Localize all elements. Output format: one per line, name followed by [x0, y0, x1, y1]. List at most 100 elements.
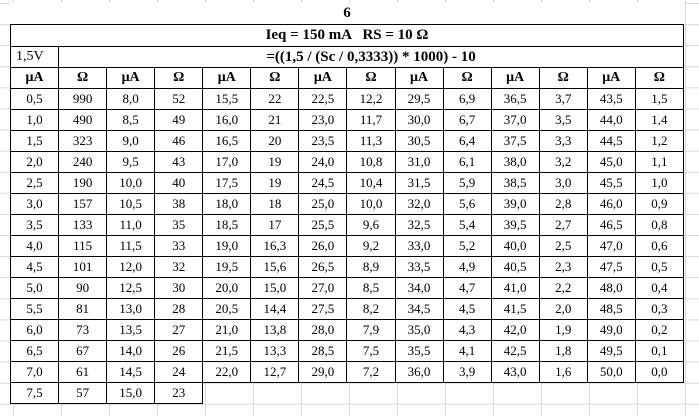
data-cell[interactable]: 22: [250, 88, 300, 110]
data-cell[interactable]: 19,5: [202, 256, 252, 278]
data-cell[interactable]: 5,5: [9, 298, 60, 320]
column-header-cell[interactable]: μA: [106, 67, 156, 89]
data-cell[interactable]: 43: [154, 151, 204, 173]
data-cell[interactable]: 21,5: [202, 340, 252, 362]
data-cell[interactable]: 12,2: [346, 88, 396, 110]
data-cell[interactable]: 2,8: [538, 193, 588, 215]
parameters-cell[interactable]: Ieq = 150 mA RS = 10 Ω: [10, 24, 684, 47]
data-cell[interactable]: 490: [58, 109, 108, 131]
data-cell[interactable]: 6,4: [442, 130, 492, 152]
column-header-cell[interactable]: Ω: [154, 67, 204, 89]
data-cell[interactable]: 36,0: [394, 361, 444, 383]
data-cell[interactable]: 28,5: [298, 340, 348, 362]
data-cell[interactable]: 49,0: [586, 319, 636, 341]
data-cell[interactable]: 47,5: [586, 256, 636, 278]
data-cell[interactable]: 38,0: [490, 151, 540, 173]
data-cell[interactable]: 38: [154, 193, 204, 215]
data-cell[interactable]: 0,9: [634, 193, 685, 215]
data-cell[interactable]: 4,3: [442, 319, 492, 341]
data-cell[interactable]: 15,0: [106, 382, 156, 404]
data-cell[interactable]: 3,5: [9, 214, 60, 236]
data-cell[interactable]: 13,8: [250, 319, 300, 341]
data-cell[interactable]: 16,5: [202, 130, 252, 152]
data-cell[interactable]: 0,8: [634, 214, 685, 236]
data-cell[interactable]: 3,0: [538, 172, 588, 194]
data-cell[interactable]: 81: [58, 298, 108, 320]
data-cell[interactable]: 18,5: [202, 214, 252, 236]
data-cell[interactable]: 42,5: [490, 340, 540, 362]
data-cell[interactable]: 49,5: [586, 340, 636, 362]
data-cell[interactable]: 28,0: [298, 319, 348, 341]
data-cell[interactable]: 40,0: [490, 235, 540, 257]
data-cell[interactable]: 5,2: [442, 235, 492, 257]
data-cell[interactable]: 18,0: [202, 193, 252, 215]
data-cell[interactable]: 40,5: [490, 256, 540, 278]
data-cell[interactable]: 48,5: [586, 298, 636, 320]
data-cell[interactable]: 17,5: [202, 172, 252, 194]
data-cell[interactable]: 32: [154, 256, 204, 278]
data-cell[interactable]: 7,9: [346, 319, 396, 341]
data-cell[interactable]: 13,5: [106, 319, 156, 341]
data-cell[interactable]: 29,0: [298, 361, 348, 383]
data-cell[interactable]: 26,5: [298, 256, 348, 278]
data-cell[interactable]: 0,4: [634, 277, 685, 299]
data-cell[interactable]: 14,5: [106, 361, 156, 383]
data-cell[interactable]: 90: [58, 277, 108, 299]
data-cell[interactable]: 13,3: [250, 340, 300, 362]
data-cell[interactable]: 46: [154, 130, 204, 152]
data-cell[interactable]: 44,5: [586, 130, 636, 152]
column-header-cell[interactable]: Ω: [58, 67, 108, 89]
data-cell[interactable]: 4,5: [442, 298, 492, 320]
data-cell[interactable]: 1,9: [538, 319, 588, 341]
data-cell[interactable]: 0,5: [634, 256, 685, 278]
data-cell[interactable]: 1,0: [9, 109, 60, 131]
column-header-cell[interactable]: Ω: [346, 67, 396, 89]
data-cell[interactable]: 2,2: [538, 277, 588, 299]
data-cell[interactable]: 32,0: [394, 193, 444, 215]
data-cell[interactable]: 57: [58, 382, 108, 404]
data-cell[interactable]: 10,5: [106, 193, 156, 215]
data-cell[interactable]: 17: [250, 214, 300, 236]
data-cell[interactable]: 20: [250, 130, 300, 152]
data-cell[interactable]: 23,5: [298, 130, 348, 152]
data-cell[interactable]: 10,0: [106, 172, 156, 194]
data-cell[interactable]: 1,5: [634, 88, 685, 110]
data-cell[interactable]: 50,0: [586, 361, 636, 383]
data-cell[interactable]: 16,3: [250, 235, 300, 257]
data-cell[interactable]: 42,0: [490, 319, 540, 341]
data-cell[interactable]: 33,5: [394, 256, 444, 278]
data-cell[interactable]: 157: [58, 193, 108, 215]
data-cell[interactable]: 35,5: [394, 340, 444, 362]
data-cell[interactable]: 43,0: [490, 361, 540, 383]
data-cell[interactable]: 33: [154, 235, 204, 257]
data-cell[interactable]: 67: [58, 340, 108, 362]
column-header-cell[interactable]: Ω: [442, 67, 492, 89]
data-cell[interactable]: 6,1: [442, 151, 492, 173]
sheet-title-cell[interactable]: 6: [10, 3, 684, 25]
data-cell[interactable]: 5,4: [442, 214, 492, 236]
data-cell[interactable]: 7,5: [346, 340, 396, 362]
data-cell[interactable]: 9,6: [346, 214, 396, 236]
data-cell[interactable]: 1,8: [538, 340, 588, 362]
data-cell[interactable]: 15,5: [202, 88, 252, 110]
data-cell[interactable]: 41,5: [490, 298, 540, 320]
column-header-cell[interactable]: μA: [202, 67, 252, 89]
data-cell[interactable]: 2,0: [9, 151, 60, 173]
data-cell[interactable]: 52: [154, 88, 204, 110]
data-cell[interactable]: 11,3: [346, 130, 396, 152]
data-cell[interactable]: 21: [250, 109, 300, 131]
formula-cell[interactable]: =((1,5 / (Sc / 0,3333)) * 1000) - 10: [58, 46, 684, 68]
data-cell[interactable]: 9,5: [106, 151, 156, 173]
data-cell[interactable]: 4,1: [442, 340, 492, 362]
data-cell[interactable]: 1,6: [538, 361, 588, 383]
data-cell[interactable]: 6,0: [9, 319, 60, 341]
data-cell[interactable]: 41,0: [490, 277, 540, 299]
data-cell[interactable]: 115: [58, 235, 108, 257]
data-cell[interactable]: 39,0: [490, 193, 540, 215]
data-cell[interactable]: 11,7: [346, 109, 396, 131]
data-cell[interactable]: 7,2: [346, 361, 396, 383]
data-cell[interactable]: 190: [58, 172, 108, 194]
data-cell[interactable]: 44,0: [586, 109, 636, 131]
column-header-cell[interactable]: Ω: [634, 67, 685, 89]
data-cell[interactable]: 0,1: [634, 340, 685, 362]
